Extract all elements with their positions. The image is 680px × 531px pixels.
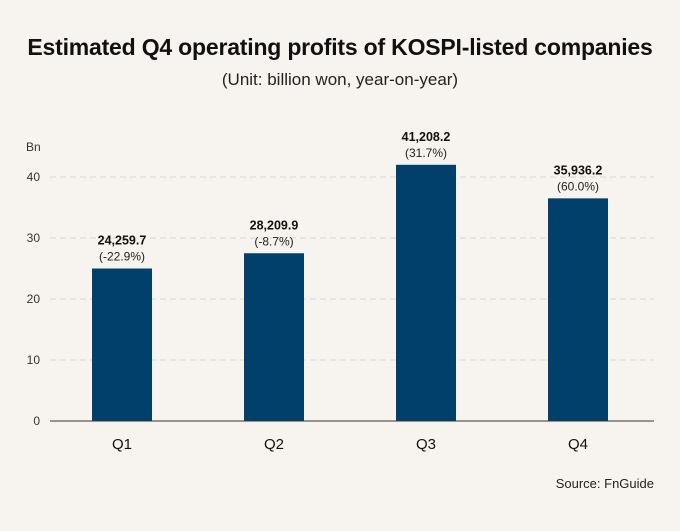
x-tick-label: Q1: [112, 436, 132, 453]
data-label-value: 41,208.2: [402, 130, 451, 144]
y-tick-label: 20: [27, 292, 41, 306]
y-tick-label: 30: [27, 231, 41, 245]
data-label-value: 35,936.2: [554, 163, 603, 177]
bar-q2: [244, 253, 304, 421]
y-axis-unit-label: Bn: [26, 140, 41, 154]
data-label-value: 24,259.7: [98, 234, 147, 248]
source-note: Source: FnGuide: [555, 476, 654, 491]
y-tick-label: 40: [27, 170, 41, 184]
x-tick-label: Q3: [416, 436, 436, 453]
bar-q4: [548, 198, 608, 421]
chart-title: Estimated Q4 operating profits of KOSPI-…: [27, 34, 653, 60]
x-tick-label: Q2: [264, 436, 284, 453]
bar-q1: [92, 268, 152, 421]
data-label-change: (31.7%): [405, 146, 447, 160]
y-tick-label: 0: [33, 414, 40, 428]
bar-q3: [396, 164, 456, 422]
data-label-change: (-22.9%): [99, 250, 145, 264]
chart-subtitle: (Unit: billion won, year-on-year): [221, 70, 459, 89]
y-tick-label: 10: [27, 353, 41, 367]
data-label-value: 28,209.9: [250, 218, 299, 232]
x-tick-label: Q4: [568, 436, 588, 453]
data-label-change: (60.0%): [557, 179, 599, 193]
data-label-change: (-8.7%): [254, 234, 293, 248]
